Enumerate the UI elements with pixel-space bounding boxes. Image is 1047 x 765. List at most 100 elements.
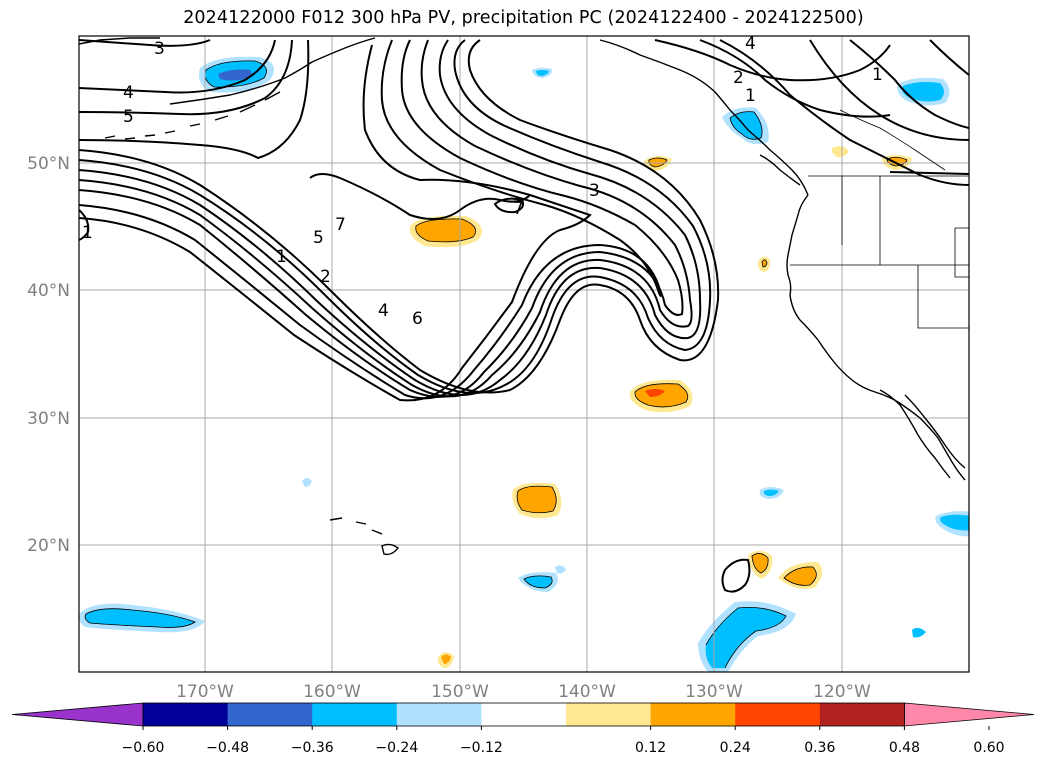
colorbar-box [650,703,736,726]
colorbar-tick-label: −0.48 [206,740,249,756]
pv-contour-2 [79,39,712,394]
precip-blob-gulf-small-core [536,70,549,76]
colorbar-box [566,703,652,726]
colorbar-box [481,703,567,726]
pv-contours [79,39,969,593]
lon-tick-label: 130°W [685,682,743,702]
colorbar-extend-high [904,702,1035,727]
pv-label: 2 [320,267,331,287]
colorbar-box [396,703,482,726]
pv-contour-7 [79,44,592,402]
lat-tick-label: 30°N [27,409,70,429]
precip-blob-mid-pacific-core [415,218,476,242]
colorbar-box [143,703,229,726]
pv-label: 5 [313,228,324,248]
precip-blob-17n-small [555,565,566,574]
pv-label: 1 [276,247,287,267]
pv-contour-4 [79,39,693,398]
pv-label: 7 [335,215,346,235]
latitude-tick-labels: 50°N 40°N 30°N 20°N [27,154,70,556]
pv-contour-ne-5 [849,39,969,129]
pv-label: 1 [745,86,756,106]
bc-alberta-border [839,109,946,171]
coastline-baja [879,389,966,479]
colorbar-tick-label: 0.24 [720,740,751,756]
precip-blob-pos-3-core [887,157,907,166]
pv-label: 4 [378,301,389,321]
colorbar-tick-label: 0.36 [804,740,835,756]
pv-contour-nw-1 [79,39,310,160]
coastline-alaska-peninsula [79,37,376,105]
coastline-aleutians [104,91,281,140]
pv-label: 7 [513,199,524,219]
pv-label: 2 [733,68,744,88]
coastline-west-us [786,194,966,481]
lon-tick-label: 120°W [813,682,871,702]
pv-contour-labels: 3 4 5 1 2 5 7 4 6 3 7 1 2 1 4 1 [82,36,883,329]
pv-contour-ne-2 [699,39,891,118]
lat-tick-label: 50°N [27,154,70,174]
coastlines [79,37,969,556]
pv-contour-3 [79,39,702,396]
precip-blob-30n-peak [645,389,665,397]
lon-tick-label: 160°W [303,682,361,702]
pv-contour-5 [79,39,684,398]
colorbar-tick-label: −0.36 [291,740,334,756]
pv-label: 6 [412,309,423,329]
lon-tick-label: 150°W [431,682,489,702]
precip-blob-ne-corner-core [902,82,944,102]
precip-blob-13n-core [705,607,786,668]
pv-contour-ne-6 [929,39,969,76]
pv-label: 1 [82,223,93,243]
precip-blob-24n-east-core [763,489,779,496]
pv-contour-small-closed [493,197,525,214]
colorbar-tick-label: −0.24 [375,740,418,756]
precip-blob-se-corner-core [940,514,969,531]
colorbar-frame [142,702,905,727]
precip-outlines [84,60,908,669]
longitude-tick-labels: 170°W 160°W 150°W 140°W 130°W 120°W [176,682,871,702]
lat-tick-label: 20°N [27,536,70,556]
precip-blob-11n-core [441,654,451,664]
gridlines [79,36,969,672]
pv-contour-right-1 [889,171,969,175]
colorbar-tick-label: 0.48 [889,740,920,756]
coastline-vancouver-island [759,154,801,186]
colorbar-tick-label: 0.12 [635,740,666,756]
lon-tick-label: 140°W [558,682,616,702]
colorbar-box [735,703,821,726]
pv-contour-nw-5 [79,39,293,116]
chart-title: 2024122000 F012 300 hPa PV, precipitatio… [183,8,864,28]
lon-tick-label: 170°W [176,682,234,702]
precip-blob-pos-2 [831,146,849,158]
colorbar-box [227,703,313,726]
pv-label: 5 [123,107,134,127]
precip-blob-30n-core [634,383,688,407]
pv-contour-ne-1 [719,39,969,186]
pv-contour-nw-3 [79,39,211,47]
pv-contour-nw-4 [79,39,276,94]
precip-blob-hawaii-north [302,478,312,487]
colorbar-tick-label: −0.12 [460,740,503,756]
pv-label: 3 [589,181,600,201]
map-frame [78,35,970,673]
pv-label: 3 [154,39,165,59]
pv-contour-left-1 [79,209,90,241]
coastline-hawaii [329,517,399,556]
lat-tick-label: 40°N [27,281,70,301]
pv-contour-outer [79,39,720,394]
map-background [79,36,969,672]
precip-blob-13n-tail [912,627,926,638]
pv-contour-small-sw [721,558,751,593]
colorbar: −0.60 −0.48 −0.36 −0.24 −0.12 0.12 0.24 0.36 0.4… [11,702,1035,756]
pv-label: 4 [123,83,134,103]
precip-blob-sw-corner-core [85,608,195,628]
precip-blob-23n-core [517,486,557,513]
pv-contour-ne-3 [654,39,891,82]
colorbar-box [819,703,905,726]
colorbar-box [312,703,398,726]
colorbar-tick-label: 0.60 [973,740,1004,756]
precip-blob-gulf-of-alaska-nw-peak [218,69,252,81]
pv-label: 1 [872,65,883,85]
